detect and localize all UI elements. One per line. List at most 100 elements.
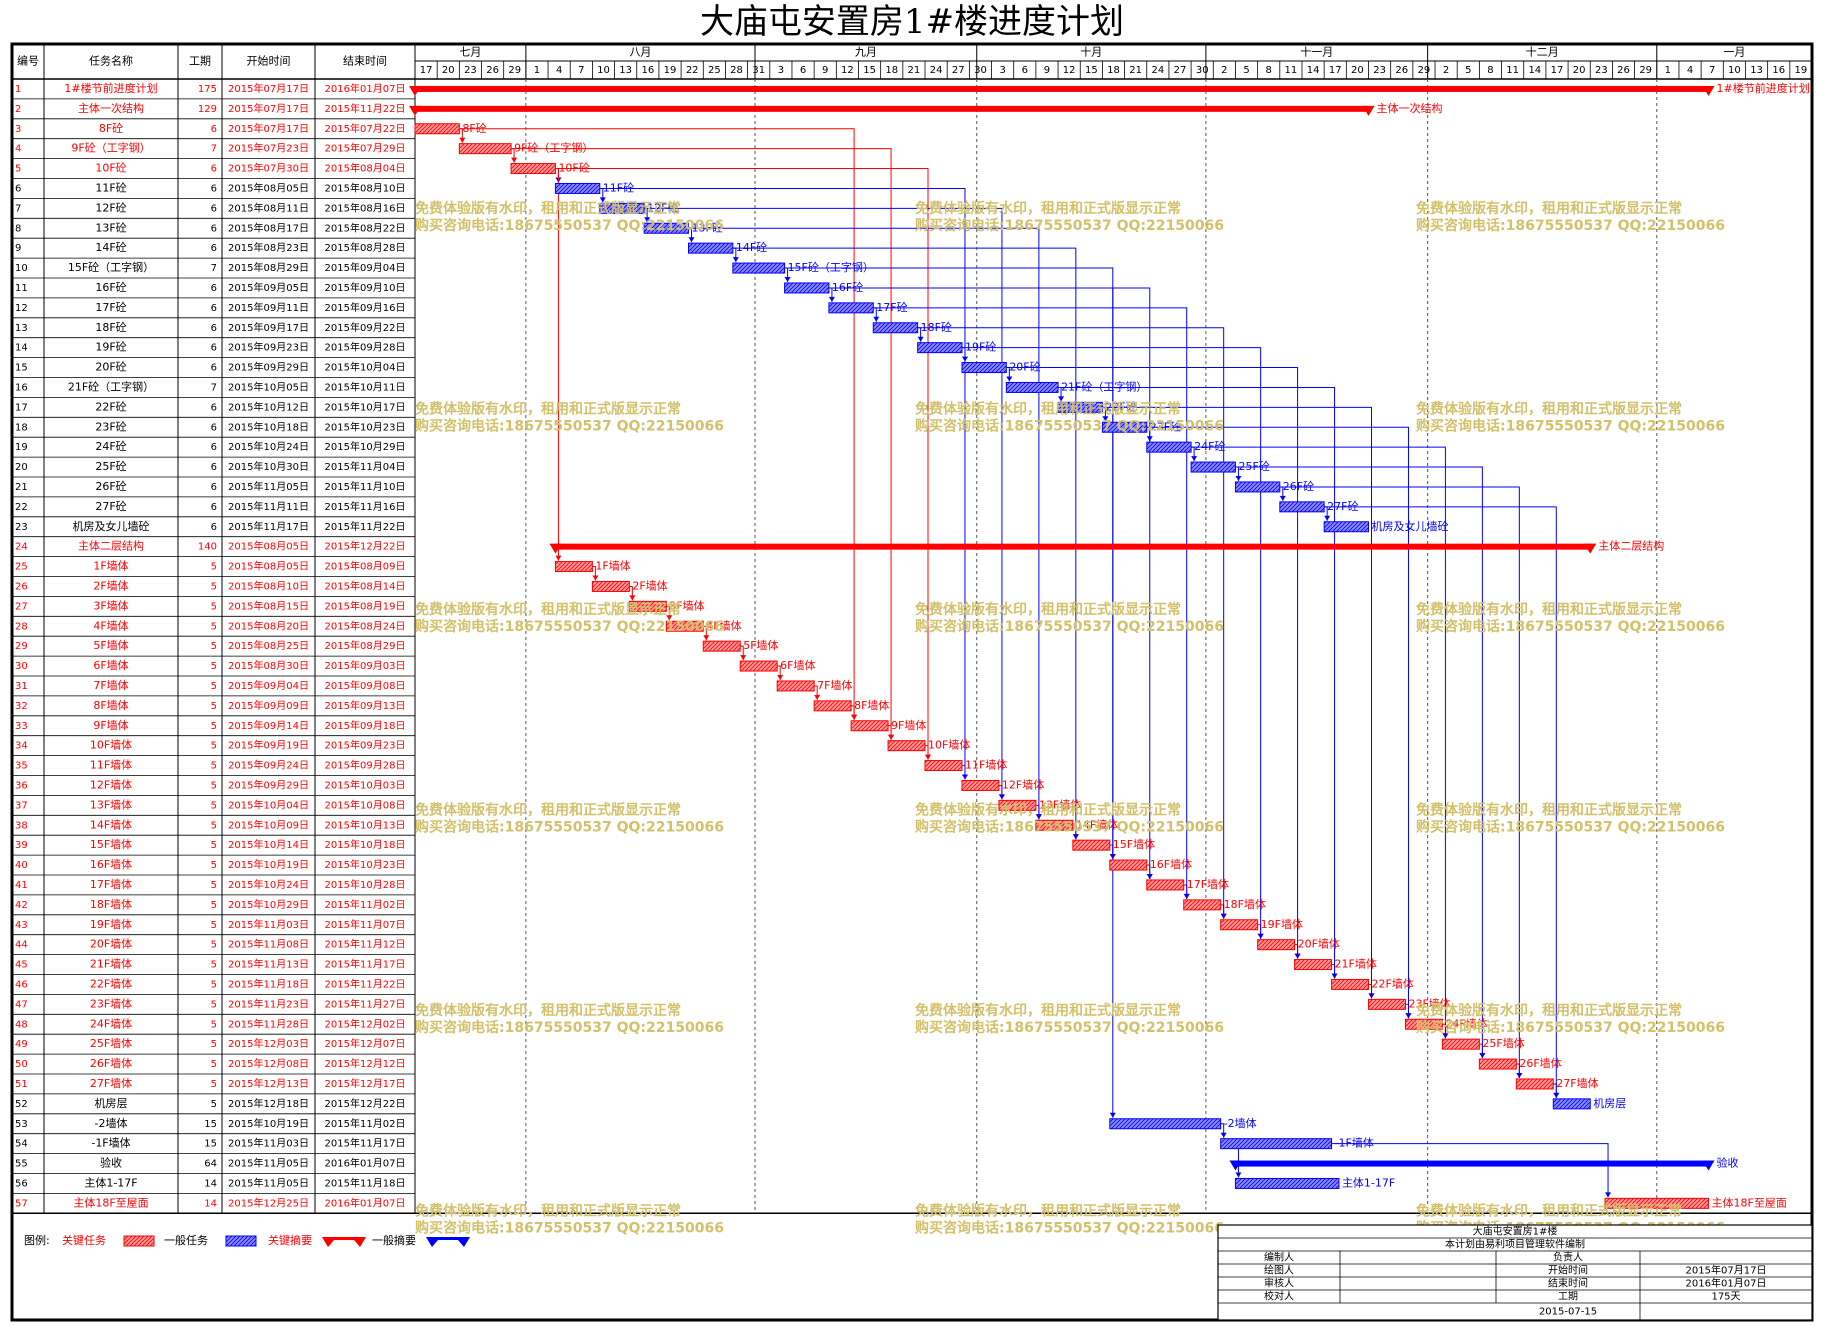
dependency-link bbox=[644, 207, 1003, 800]
watermark-line: 购买咨询电话:18675550537 QQ:22150066 bbox=[415, 418, 724, 435]
day-tick-label: 15 bbox=[1085, 65, 1098, 76]
dependency-link bbox=[459, 128, 855, 720]
month-label: 十一月 bbox=[1300, 45, 1333, 59]
watermark-line: 购买咨询电话:18675550537 QQ:22150066 bbox=[915, 418, 1224, 435]
bar-label: 验收 bbox=[1717, 1156, 1739, 1170]
task-duration: 5 bbox=[211, 800, 217, 811]
task-id: 23 bbox=[15, 522, 28, 533]
task-duration: 14 bbox=[204, 1198, 217, 1209]
task-start: 2015年11月05日 bbox=[228, 1176, 309, 1189]
day-tick-label: 19 bbox=[664, 65, 677, 76]
task-duration: 5 bbox=[211, 761, 217, 772]
day-tick-label: 23 bbox=[1595, 65, 1608, 76]
task-end: 2015年08月14日 bbox=[325, 579, 406, 592]
bar-label: 20F墙体 bbox=[1298, 937, 1340, 951]
watermark-line: 免费体验版有水印，租用和正式版显示正常 bbox=[1416, 401, 1682, 418]
task-end: 2015年12月02日 bbox=[325, 1017, 406, 1030]
link-arrowhead bbox=[1324, 515, 1331, 521]
link-arrowhead bbox=[1235, 1172, 1242, 1178]
task-name: 12F砼 bbox=[95, 201, 126, 214]
task-end: 2015年10月13日 bbox=[325, 818, 406, 831]
task-end: 2015年12月22日 bbox=[325, 1097, 406, 1110]
task-end: 2015年11月16日 bbox=[325, 500, 406, 513]
task-name: 10F砼 bbox=[95, 162, 126, 175]
day-tick-label: 8 bbox=[1487, 65, 1493, 76]
task-start: 2015年08月17日 bbox=[228, 221, 309, 234]
task-end: 2015年12月07日 bbox=[325, 1037, 406, 1050]
task-end: 2015年09月08日 bbox=[325, 679, 406, 692]
watermark-line: 购买咨询电话:18675550537 QQ:22150066 bbox=[415, 1220, 724, 1237]
task-start: 2015年08月15日 bbox=[228, 599, 309, 612]
task-end: 2016年01月07日 bbox=[325, 1157, 406, 1170]
info-key: 编制人 bbox=[1264, 1251, 1294, 1264]
dependency-link bbox=[828, 287, 1114, 1118]
task-bar bbox=[1183, 899, 1222, 911]
task-bar bbox=[887, 740, 926, 752]
task-end: 2015年09月16日 bbox=[325, 301, 406, 314]
task-end: 2015年09月22日 bbox=[325, 321, 406, 334]
task-duration: 5 bbox=[211, 780, 217, 791]
task-name: 23F砼 bbox=[95, 420, 126, 433]
task-id: 38 bbox=[15, 820, 28, 831]
task-id: 55 bbox=[15, 1159, 28, 1170]
task-id: 12 bbox=[15, 303, 28, 314]
bar-label: 21F墙体 bbox=[1335, 957, 1377, 971]
info-value: 175天 bbox=[1711, 1292, 1740, 1303]
task-duration: 6 bbox=[211, 442, 217, 453]
day-tick-label: 13 bbox=[619, 65, 632, 76]
task-bar bbox=[1478, 1058, 1517, 1070]
task-end: 2015年10月08日 bbox=[325, 798, 406, 811]
task-id: 34 bbox=[15, 741, 28, 752]
dependency-link bbox=[1235, 466, 1483, 1059]
task-name: -2墙体 bbox=[95, 1116, 128, 1130]
watermark-line: 购买咨询电话:18675550537 QQ:22150066 bbox=[1416, 618, 1725, 635]
legend-normal-summary-label: 一般摘要 bbox=[372, 1233, 416, 1247]
bar-label: 主体二层结构 bbox=[1598, 539, 1664, 553]
bar-label: 1#楼节前进度计划 bbox=[1717, 81, 1810, 95]
task-start: 2015年10月14日 bbox=[228, 838, 309, 851]
task-id: 2 bbox=[15, 104, 21, 115]
link-arrowhead bbox=[740, 655, 747, 661]
info-key: 工期 bbox=[1558, 1291, 1578, 1303]
task-bar bbox=[702, 640, 741, 652]
day-tick-label: 17 bbox=[1329, 65, 1342, 76]
task-end: 2015年09月23日 bbox=[325, 739, 406, 752]
bar-label: 22F砼 bbox=[1105, 400, 1136, 413]
day-tick-label: 2 bbox=[1221, 65, 1227, 76]
task-end: 2015年12月17日 bbox=[325, 1077, 406, 1090]
task-id: 25 bbox=[15, 562, 28, 573]
summary-bar bbox=[1235, 1160, 1709, 1167]
day-tick-label: 5 bbox=[1243, 65, 1249, 76]
task-id: 44 bbox=[15, 940, 28, 951]
link-arrowhead bbox=[1072, 834, 1079, 840]
task-start: 2015年08月30日 bbox=[228, 659, 309, 672]
bar-label: 25F墙体 bbox=[1482, 1036, 1524, 1050]
bar-label: 9F砼（工字钢） bbox=[514, 141, 593, 155]
bar-label: 11F墙体 bbox=[965, 758, 1007, 772]
task-name: 27F墙体 bbox=[90, 1076, 132, 1090]
task-duration: 64 bbox=[204, 1159, 217, 1170]
link-arrowhead bbox=[1235, 476, 1242, 481]
task-name: 25F墙体 bbox=[90, 1036, 132, 1050]
task-id: 13 bbox=[15, 323, 28, 334]
dependency-link bbox=[1146, 426, 1409, 1019]
bar-label: 16F墙体 bbox=[1150, 857, 1192, 871]
watermark-line: 免费体验版有水印，租用和正式版显示正常 bbox=[1416, 200, 1682, 217]
task-start: 2015年10月19日 bbox=[228, 858, 309, 871]
task-end: 2015年07月29日 bbox=[325, 142, 406, 155]
link-arrowhead bbox=[1006, 376, 1013, 382]
link-arrowhead bbox=[1183, 893, 1190, 899]
bar-label: -1F墙体 bbox=[1335, 1136, 1374, 1150]
bar-label: 9F墙体 bbox=[891, 718, 926, 732]
legend-normal-task-label: 一般任务 bbox=[164, 1234, 208, 1247]
task-id: 1 bbox=[15, 84, 21, 95]
task-bar bbox=[961, 779, 1000, 791]
day-tick-label: 11 bbox=[1285, 65, 1298, 76]
dependency-link bbox=[599, 187, 966, 780]
task-id: 22 bbox=[15, 502, 28, 513]
task-duration: 5 bbox=[211, 820, 217, 831]
task-id: 29 bbox=[15, 641, 28, 652]
info-key: 绘图人 bbox=[1264, 1264, 1294, 1277]
task-start: 2015年09月14日 bbox=[228, 719, 309, 732]
dependency-link bbox=[1058, 386, 1336, 979]
